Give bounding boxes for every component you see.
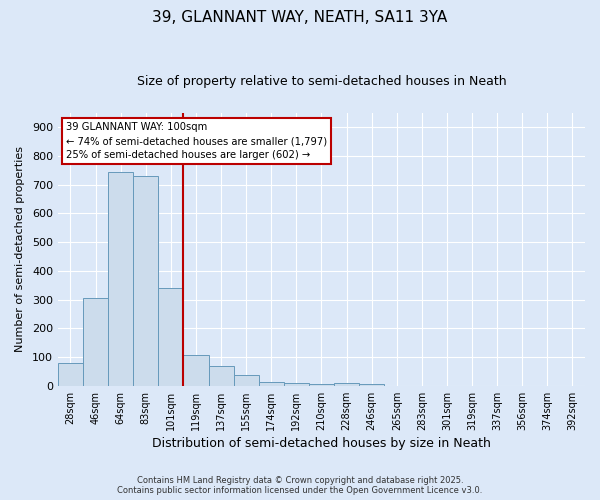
Bar [284, 382, 309, 386]
Bar [184, 355, 209, 386]
Bar [309, 384, 334, 386]
Bar [58, 363, 83, 386]
Title: Size of property relative to semi-detached houses in Neath: Size of property relative to semi-detach… [137, 75, 506, 88]
Bar [108, 172, 133, 386]
Bar [209, 366, 233, 386]
Text: Contains HM Land Registry data © Crown copyright and database right 2025.
Contai: Contains HM Land Registry data © Crown c… [118, 476, 482, 495]
Bar [259, 382, 284, 386]
Y-axis label: Number of semi-detached properties: Number of semi-detached properties [15, 146, 25, 352]
Bar [334, 383, 359, 386]
Bar [158, 288, 184, 386]
Text: 39, GLANNANT WAY, NEATH, SA11 3YA: 39, GLANNANT WAY, NEATH, SA11 3YA [152, 10, 448, 25]
Bar [133, 176, 158, 386]
Bar [359, 384, 384, 386]
Bar [83, 298, 108, 386]
Bar [233, 375, 259, 386]
Text: 39 GLANNANT WAY: 100sqm
← 74% of semi-detached houses are smaller (1,797)
25% of: 39 GLANNANT WAY: 100sqm ← 74% of semi-de… [66, 122, 327, 160]
X-axis label: Distribution of semi-detached houses by size in Neath: Distribution of semi-detached houses by … [152, 437, 491, 450]
